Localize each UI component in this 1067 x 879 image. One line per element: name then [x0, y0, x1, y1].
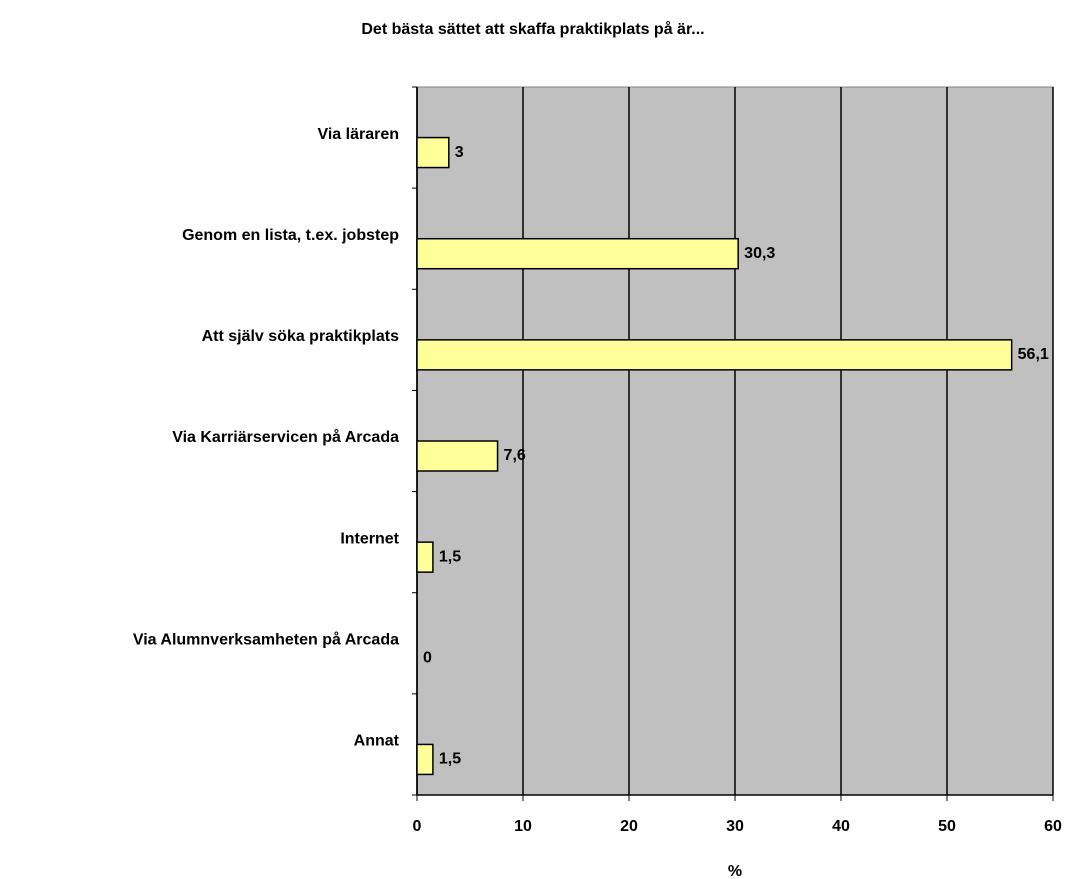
- y-tick-label: Internet: [340, 530, 399, 547]
- bar: [416, 440, 499, 472]
- bar: [416, 339, 1013, 371]
- x-tick-label: 60: [1044, 818, 1062, 835]
- y-tick-label: Annat: [354, 733, 400, 750]
- x-axis-title: %: [728, 863, 742, 879]
- bar: [416, 136, 450, 169]
- data-label: 1,5: [439, 548, 461, 565]
- x-tick-label: 20: [620, 818, 638, 835]
- y-tick-label: Via Alumnverksamheten på Arcada: [133, 631, 399, 649]
- bar: [416, 743, 434, 776]
- data-label: 3: [455, 144, 464, 161]
- y-tick-label: Via läraren: [317, 126, 399, 143]
- x-tick-label: 30: [726, 818, 744, 835]
- data-label: 1,5: [439, 751, 461, 768]
- x-tick-label: 50: [938, 818, 956, 835]
- x-tick-label: 0: [413, 818, 422, 835]
- bar: [416, 541, 434, 573]
- data-label: 30,3: [744, 245, 775, 262]
- data-label: 0: [423, 650, 432, 667]
- x-tick-label: 40: [832, 818, 850, 835]
- y-tick-label: Att själv söka praktikplats: [202, 328, 400, 345]
- x-tick-label: 10: [514, 818, 532, 835]
- y-tick-label: Via Karriärservicen på Arcada: [172, 428, 399, 446]
- data-label: 56,1: [1018, 346, 1049, 363]
- y-tick-label: Genom en lista, t.ex. jobstep: [182, 227, 399, 244]
- bar: [416, 237, 739, 270]
- chart-title: Det bästa sättet att skaffa praktikplats…: [361, 20, 704, 38]
- data-label: 7,6: [504, 447, 526, 464]
